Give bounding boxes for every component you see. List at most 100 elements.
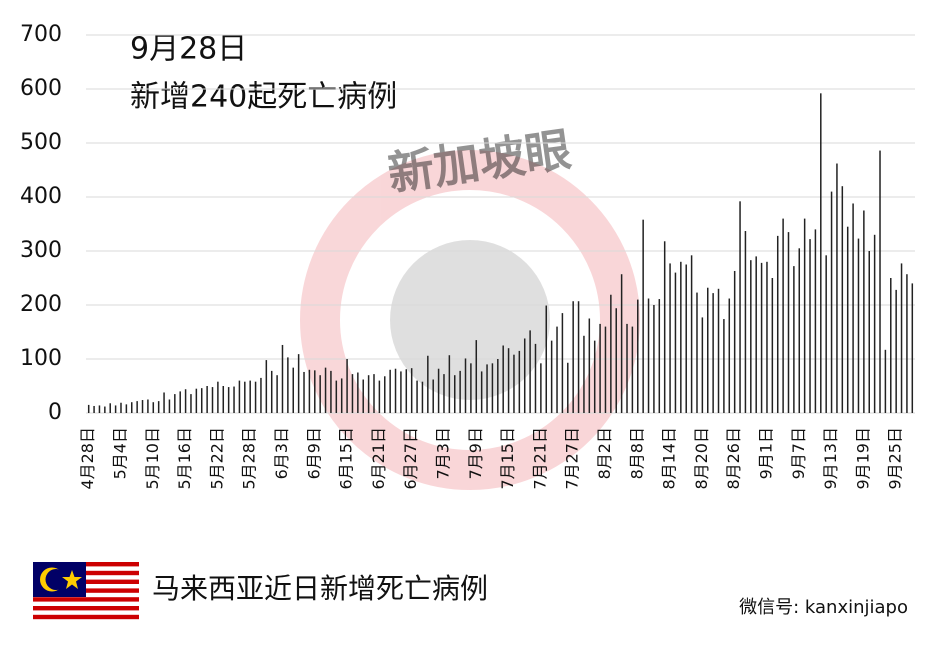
x-tick-label: 8月14日 xyxy=(660,427,679,490)
bar xyxy=(227,387,230,413)
bar xyxy=(782,218,784,413)
bar xyxy=(884,349,887,413)
bar xyxy=(534,343,537,413)
bar xyxy=(669,263,671,413)
x-tick-label: 5月4日 xyxy=(110,427,129,479)
bar xyxy=(394,368,397,413)
bar xyxy=(448,355,451,413)
bar xyxy=(249,380,251,413)
bar xyxy=(900,263,903,413)
x-tick-label: 9月13日 xyxy=(821,427,840,490)
bar xyxy=(733,270,736,413)
bar xyxy=(879,150,881,413)
bar xyxy=(814,229,817,413)
bar xyxy=(653,305,655,413)
bar xyxy=(707,287,709,413)
bar xyxy=(523,338,526,413)
x-tick-label: 6月27日 xyxy=(401,427,420,490)
bar xyxy=(723,319,725,413)
bar xyxy=(604,326,607,413)
bar xyxy=(443,374,445,413)
chart-subtitle: 新增240起死亡病例 xyxy=(130,80,397,115)
bar xyxy=(335,380,338,413)
bar xyxy=(599,323,601,413)
bar xyxy=(114,405,117,413)
bar xyxy=(631,326,634,413)
bar xyxy=(556,326,558,413)
bar xyxy=(680,261,682,413)
bar xyxy=(200,388,203,413)
bar xyxy=(276,375,278,413)
y-tick-label: 300 xyxy=(20,238,62,263)
bar xyxy=(712,293,714,413)
bar xyxy=(545,305,548,413)
bar xyxy=(572,301,574,413)
bar xyxy=(432,379,434,413)
bar xyxy=(421,381,424,413)
x-tick-label: 4月28日 xyxy=(78,427,97,490)
bar xyxy=(760,262,763,413)
bar xyxy=(87,404,90,413)
bar xyxy=(615,308,617,413)
bar xyxy=(168,399,171,413)
bar xyxy=(362,379,364,413)
y-tick-label: 200 xyxy=(20,292,62,317)
bar xyxy=(416,380,418,413)
bar xyxy=(141,400,144,413)
bar xyxy=(766,261,768,413)
bar xyxy=(658,299,661,413)
bar xyxy=(830,191,833,413)
bar xyxy=(588,318,591,413)
bar xyxy=(346,359,348,413)
bar xyxy=(674,272,677,413)
bar xyxy=(744,231,747,413)
bar xyxy=(561,313,564,413)
y-tick-label: 400 xyxy=(20,184,62,209)
x-tick-label: 6月15日 xyxy=(337,427,356,490)
x-tick-label: 6月3日 xyxy=(272,427,291,479)
x-tick-label: 6月9日 xyxy=(304,427,323,479)
x-tick-label: 5月22日 xyxy=(207,427,226,490)
bar xyxy=(486,364,488,413)
bar xyxy=(637,299,639,413)
bar xyxy=(750,260,752,413)
bar xyxy=(217,381,219,413)
bar xyxy=(809,239,811,413)
bar xyxy=(577,301,580,413)
bar xyxy=(179,391,181,413)
bar xyxy=(265,360,268,413)
bar xyxy=(647,298,650,413)
x-tick-label: 9月25日 xyxy=(886,427,905,490)
x-tick-label: 8月8日 xyxy=(627,427,646,479)
bar xyxy=(518,350,521,413)
bar xyxy=(620,274,623,413)
y-tick-label: 600 xyxy=(20,76,62,101)
bar xyxy=(803,218,806,413)
bar xyxy=(340,378,343,413)
bar xyxy=(324,367,327,413)
bar xyxy=(610,294,612,413)
bar xyxy=(400,371,402,413)
bar xyxy=(895,289,897,413)
bar xyxy=(281,344,284,413)
bar xyxy=(357,372,359,413)
bar xyxy=(728,298,731,413)
bar xyxy=(825,255,827,413)
x-tick-label: 7月21日 xyxy=(530,427,549,490)
bar xyxy=(330,370,332,413)
bar xyxy=(195,388,198,413)
bar xyxy=(911,283,914,413)
bar xyxy=(906,274,908,413)
bar xyxy=(437,368,440,413)
bar xyxy=(507,348,510,413)
bar xyxy=(254,381,257,413)
bar xyxy=(480,371,483,413)
bar xyxy=(717,288,720,413)
bar xyxy=(163,392,165,413)
bar xyxy=(157,401,160,413)
bar xyxy=(314,370,316,413)
bar xyxy=(550,340,553,413)
bar xyxy=(410,368,413,413)
bar xyxy=(690,255,693,413)
